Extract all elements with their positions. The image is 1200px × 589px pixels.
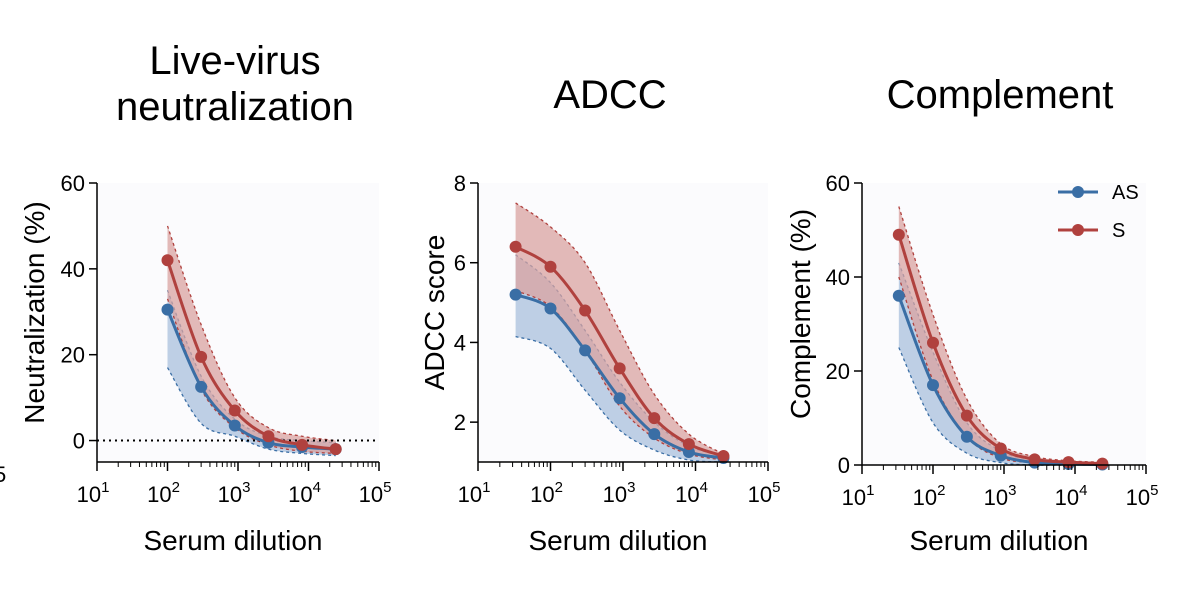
data-point-s <box>892 228 905 241</box>
data-point-s <box>682 438 695 451</box>
x-tick-label: 104 <box>288 479 321 507</box>
y-axis-title: Neutralization (%) <box>19 201 50 424</box>
chart-title-line: Live-virus <box>149 39 321 83</box>
data-point-as <box>960 430 973 443</box>
edge-fragment: 5 <box>0 462 6 487</box>
data-point-s <box>329 443 342 456</box>
data-point-s <box>613 362 626 375</box>
band-as <box>167 290 336 456</box>
band-s <box>167 225 336 454</box>
panel-complement: Complement 0 20 40 60 101 102 103 104 105 Serum d… <box>790 0 1200 589</box>
y-tick-label: 0 <box>838 453 850 478</box>
data-point-s <box>927 336 939 349</box>
x-axis-title: Serum dilution <box>529 525 708 556</box>
x-tick-label: 105 <box>359 479 392 507</box>
y-tick-label: 60 <box>826 171 850 196</box>
data-point-as <box>648 428 661 441</box>
data-point-s <box>648 412 661 425</box>
data-point-s <box>228 404 241 417</box>
y-tick-label: 20 <box>61 343 85 368</box>
data-point-as <box>509 288 522 301</box>
data-point-s <box>579 304 592 317</box>
x-tick-label: 102 <box>530 479 563 507</box>
band-s <box>898 206 1103 465</box>
panel-adcc: ADCC 2 4 6 8 101 102 103 104 105 Serum dilution AD… <box>400 0 790 589</box>
y-axis-title: Complement (%) <box>790 209 816 419</box>
x-tick-label: 103 <box>603 479 636 507</box>
x-axis-title: Serum dilution <box>144 525 323 556</box>
data-point-as <box>195 380 208 393</box>
edge-fragment-label: 5 <box>0 462 6 487</box>
data-point-s <box>544 260 557 273</box>
legend-marker-s <box>1072 224 1084 236</box>
chart-title-line: Complement <box>886 73 1114 117</box>
chart-title: Live-virus neutralization <box>75 38 395 130</box>
panel-neutralization: Live-virus neutralization 0 20 40 60 101 102 1… <box>0 0 400 589</box>
band-upper-s <box>166 225 336 442</box>
data-point-s <box>161 254 174 267</box>
data-point-s <box>296 438 309 451</box>
band-lower-as <box>898 347 1103 466</box>
complement-chart: 0 20 40 60 101 102 103 104 105 Serum dilution Comp… <box>790 171 1159 556</box>
chart-title: Complement <box>840 72 1160 118</box>
y-tick-label: 8 <box>454 171 466 196</box>
chart-title-line: ADCC <box>553 73 667 117</box>
data-point-s <box>994 442 1007 455</box>
chart-title-line: neutralization <box>116 85 354 129</box>
y-tick-label: 20 <box>826 359 850 384</box>
y-tick-label: 0 <box>73 429 85 454</box>
data-point-s <box>717 450 730 463</box>
x-axis-title: Serum dilution <box>910 525 1089 556</box>
band-lower-as <box>166 367 336 457</box>
legend-label-as: AS <box>1112 182 1139 204</box>
x-tick-label: 103 <box>218 479 251 507</box>
data-point-s <box>960 409 973 422</box>
x-tick-label: 104 <box>1055 482 1088 510</box>
y-tick-label: 6 <box>454 251 466 276</box>
adcc-chart: 2 4 6 8 101 102 103 104 105 Serum dilution ADCC sc… <box>419 171 781 556</box>
x-tick-label: 102 <box>147 479 180 507</box>
x-tick-label: 101 <box>842 482 875 510</box>
x-tick-label: 105 <box>748 479 781 507</box>
x-tick-label: 102 <box>913 482 946 510</box>
y-tick-label: 2 <box>454 410 466 435</box>
x-tick-label: 101 <box>77 479 110 507</box>
data-point-as <box>927 379 939 392</box>
data-point-as <box>613 392 626 405</box>
data-point-as <box>579 344 592 357</box>
data-point-as <box>228 419 241 432</box>
band-upper-s <box>515 202 724 455</box>
data-point-s <box>195 350 208 363</box>
y-tick-label: 4 <box>454 330 466 355</box>
y-tick-label: 40 <box>826 265 850 290</box>
legend-label-s: S <box>1112 220 1125 242</box>
band-lower-as <box>515 335 724 463</box>
data-point-s <box>262 430 275 443</box>
x-tick-label: 103 <box>984 482 1017 510</box>
data-point-s <box>509 240 522 253</box>
y-axis-title: ADCC score <box>419 235 450 391</box>
data-point-s <box>1028 453 1041 466</box>
chart-title: ADCC <box>460 72 760 118</box>
y-tick-label: 60 <box>61 171 85 196</box>
x-tick-label: 105 <box>1126 482 1159 510</box>
x-tick-label: 104 <box>675 479 708 507</box>
legend-marker-as <box>1072 186 1084 198</box>
data-point-s <box>1096 457 1109 470</box>
y-tick-label: 40 <box>61 257 85 282</box>
x-tick-label: 101 <box>458 479 491 507</box>
data-point-as <box>161 303 174 316</box>
data-point-as <box>544 302 557 315</box>
neutralization-chart: 0 20 40 60 101 102 103 104 105 Serum dilution Neut… <box>19 171 392 556</box>
data-point-as <box>892 289 905 302</box>
